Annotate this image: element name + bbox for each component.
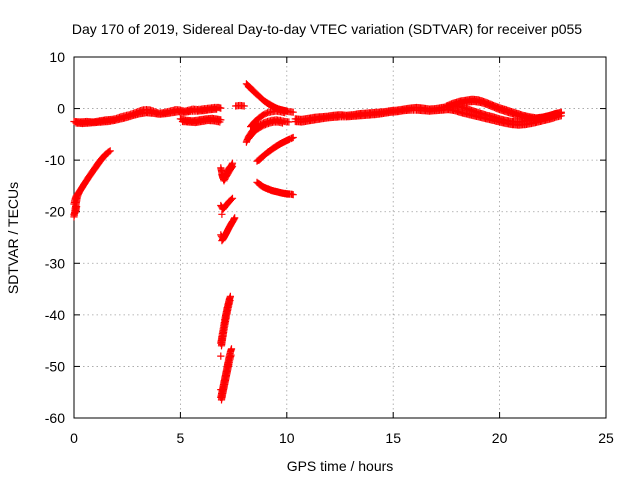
data-point [216, 118, 224, 126]
data-point [217, 352, 225, 360]
data-point [227, 195, 236, 203]
data-point [217, 104, 225, 112]
y-tick-label: -60 [45, 410, 65, 426]
y-tick-label: -20 [45, 204, 65, 220]
data-point [228, 219, 236, 227]
data-point [228, 162, 237, 170]
y-axis-label: SDTVAR / TECUs [5, 182, 21, 294]
data-point [226, 296, 234, 304]
data-point [285, 118, 293, 126]
data-point [289, 133, 297, 142]
y-tick-label: -40 [45, 307, 65, 323]
data-point [228, 217, 237, 226]
chart-title: Day 170 of 2019, Sidereal Day-to-day VTE… [72, 21, 582, 37]
x-tick-label: 25 [598, 430, 614, 446]
data-point [557, 108, 565, 116]
x-tick-label: 20 [492, 430, 508, 446]
data-point [217, 386, 225, 394]
data-point [553, 109, 561, 117]
x-tick-label: 10 [279, 430, 295, 446]
data-point [285, 190, 293, 198]
data-point [104, 149, 112, 157]
data-point [281, 109, 289, 117]
data-point [240, 102, 248, 110]
y-tick-label: -10 [45, 152, 65, 168]
data-point [227, 345, 236, 353]
plot-frame [73, 56, 607, 419]
x-tick-label: 5 [177, 430, 185, 446]
y-tick-label: 10 [49, 49, 65, 65]
x-axis-ticks: 0 5 10 15 20 25 [70, 57, 614, 446]
y-tick-label: -50 [45, 358, 65, 374]
data-point [289, 108, 297, 116]
data-point [227, 351, 235, 359]
data-point [73, 203, 81, 211]
y-axis-ticks: -60 -50 -40 -30 -20 -10 0 10 [45, 49, 606, 426]
data-point [285, 135, 293, 144]
data-point [103, 150, 111, 158]
x-axis-label: GPS time / hours [287, 458, 394, 474]
data-point [213, 105, 221, 113]
data-point [278, 119, 287, 127]
x-tick-label: 15 [385, 430, 401, 446]
y-tick-label: -30 [45, 255, 65, 271]
data-point [228, 163, 236, 171]
data-point [218, 210, 226, 218]
data-points [70, 80, 565, 404]
x-tick-label: 0 [70, 430, 78, 446]
grid-lines [74, 57, 606, 418]
data-point [228, 194, 237, 202]
y-tick-label: 0 [57, 101, 65, 117]
